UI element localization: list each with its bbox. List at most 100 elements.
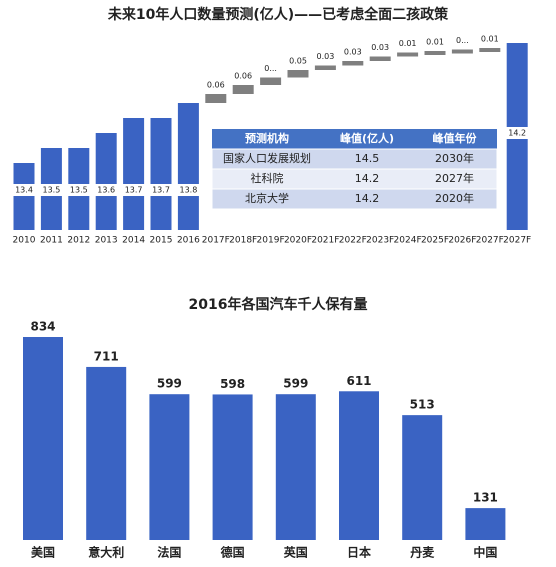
bar: [23, 337, 63, 540]
x-tick-label: 2027F: [503, 236, 531, 246]
table-cell: 2030年: [435, 151, 474, 165]
bar: [149, 394, 190, 540]
label-box: [95, 184, 118, 196]
value-label: 0.01: [481, 35, 499, 44]
value-label: 13.5: [42, 186, 60, 195]
table-cell: 国家人口发展规划: [223, 151, 311, 165]
table-row: [211, 188, 498, 210]
table-header-cell: 峰值年份: [433, 131, 478, 145]
label-box: [122, 184, 145, 196]
x-tick-label: 2011: [40, 236, 63, 246]
x-tick-label: 2023F: [366, 236, 394, 246]
value-label: 0.01: [426, 38, 444, 47]
increase-bar: [287, 70, 309, 78]
table-cell: 14.2: [355, 192, 380, 205]
value-label: 711: [94, 349, 119, 363]
chart-title: 未来10年人口数量预测(亿人)——已考虑全面二孩政策: [108, 6, 449, 23]
x-tick-label: 2022F: [339, 236, 367, 246]
x-tick-label: 2027F: [476, 236, 504, 246]
value-label: 599: [157, 377, 182, 391]
table-header: [212, 129, 497, 149]
x-tick-label: 2015: [150, 236, 173, 246]
value-label: 0.03: [371, 43, 389, 52]
bar: [86, 366, 127, 540]
increase-bar: [342, 61, 364, 66]
label-box: [40, 184, 63, 196]
increase-bar: [479, 48, 501, 52]
value-label: 834: [30, 320, 55, 334]
bar: [339, 391, 379, 540]
table-cell: 2020年: [435, 191, 474, 205]
table-cell: 2027年: [435, 171, 474, 185]
table-cell: 北京大学: [245, 191, 289, 205]
table-cell: 14.5: [355, 152, 380, 165]
x-tick-label: 2020F: [284, 236, 312, 246]
increase-bar: [369, 56, 391, 61]
increase-bar: [260, 77, 282, 85]
x-tick-label: 意大利: [88, 545, 124, 560]
table-cell: 社科院: [251, 171, 284, 185]
bar: [275, 394, 316, 540]
increase-bar: [424, 51, 446, 55]
value-label: 599: [283, 377, 308, 391]
x-tick-label: 中国: [473, 545, 497, 560]
label-box: [506, 127, 529, 139]
value-label: 0...: [264, 64, 277, 73]
x-tick-label: 2016: [177, 236, 200, 246]
x-tick-label: 美国: [31, 545, 55, 560]
value-label: 13.7: [152, 186, 170, 195]
x-tick-label: 2013: [95, 236, 118, 246]
value-label: 611: [346, 374, 371, 388]
label-box: [150, 184, 172, 196]
x-tick-label: 2018F: [229, 236, 257, 246]
bar: [95, 133, 117, 230]
table-header-cell: 峰值(亿人): [340, 131, 394, 145]
value-label: 598: [220, 377, 245, 391]
value-label: 0.03: [316, 52, 334, 61]
bar: [123, 118, 145, 230]
value-label: 13.5: [70, 186, 88, 195]
value-label: 13.6: [97, 186, 115, 195]
value-label: 0.01: [399, 39, 417, 48]
value-label: 131: [473, 491, 498, 505]
increase-bar: [451, 49, 473, 54]
x-tick-label: 德国: [221, 545, 245, 560]
x-tick-label: 2012: [67, 236, 90, 246]
value-label: 13.7: [125, 186, 143, 195]
value-label: 14.2: [508, 129, 526, 138]
label-box: [13, 184, 35, 196]
x-tick-label: 英国: [284, 545, 308, 560]
x-tick-label: 法国: [157, 545, 181, 560]
increase-bar: [397, 52, 419, 57]
bar: [465, 508, 506, 540]
x-tick-label: 2017F: [202, 236, 230, 246]
x-tick-label: 2025F: [421, 236, 449, 246]
bar: [150, 118, 172, 230]
x-tick-label: 2014: [122, 236, 145, 246]
bar: [402, 415, 443, 540]
x-tick-label: 丹麦: [410, 545, 435, 560]
bar: [212, 394, 253, 540]
table-header-cell: 预测机构: [245, 131, 289, 145]
value-label: 513: [410, 398, 435, 412]
x-tick-label: 日本: [347, 545, 371, 560]
value-label: 13.8: [179, 186, 197, 195]
label-box: [67, 184, 90, 196]
value-label: 0.06: [234, 72, 252, 81]
increase-bar: [232, 85, 254, 94]
value-label: 13.4: [15, 186, 33, 195]
x-tick-label: 2019F: [257, 236, 285, 246]
table-cell: 14.2: [355, 172, 380, 185]
label-box: [177, 184, 200, 196]
x-tick-label: 2026F: [448, 236, 476, 246]
chart-title: 2016年各国汽车千人保有量: [189, 296, 368, 313]
increase-bar: [205, 94, 227, 103]
bar: [13, 163, 35, 230]
increase-bar: [314, 65, 336, 70]
x-tick-label: 2021F: [311, 236, 339, 246]
x-tick-label: 2010: [13, 236, 36, 246]
value-label: 0.06: [207, 81, 225, 90]
bar: [177, 103, 199, 230]
